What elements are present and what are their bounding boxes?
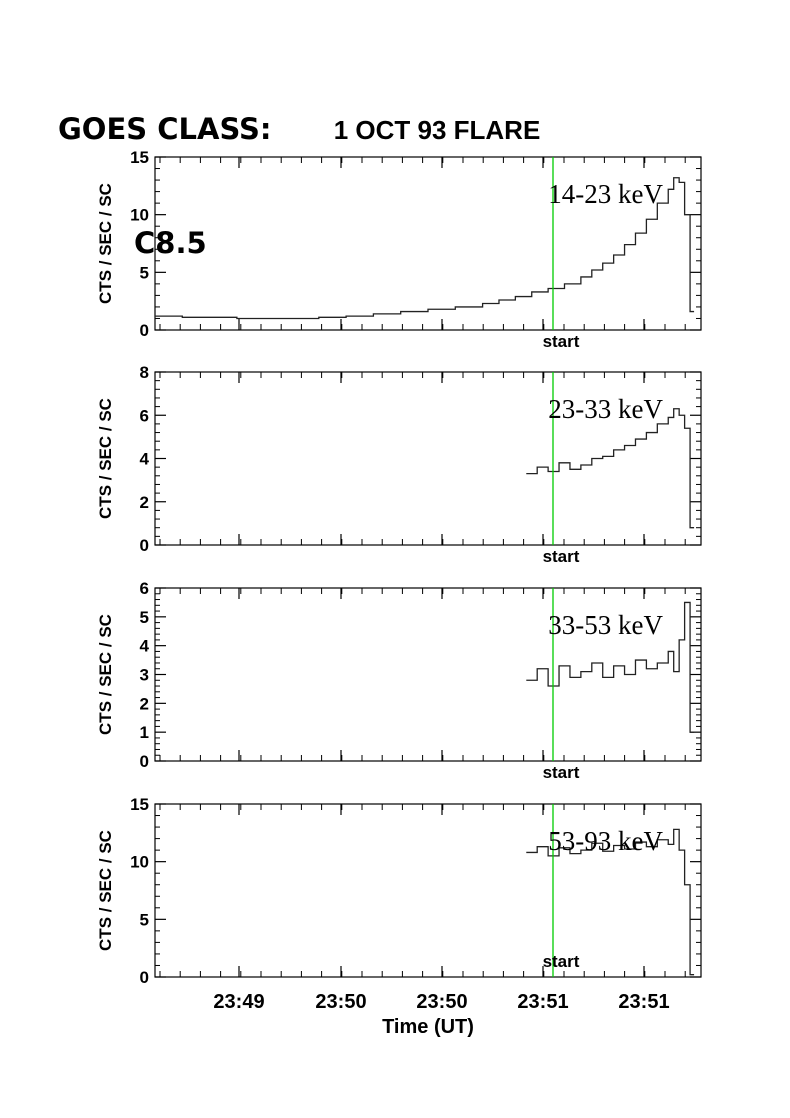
energy-band-label: 53-93 keV — [548, 826, 663, 856]
goes-class-value: C8.5 — [134, 226, 207, 260]
plot-frame-4 — [154, 803, 702, 978]
start-marker-label: start — [543, 952, 580, 971]
y-tick-label: 4 — [140, 450, 150, 469]
series-line-2 — [526, 408, 695, 529]
y-axis-label: CTS / SEC / SC — [96, 398, 115, 519]
start-marker-label: start — [543, 763, 580, 782]
y-tick-label: 6 — [140, 579, 149, 598]
series-line-1 — [155, 177, 695, 320]
y-tick-label: 8 — [140, 363, 149, 382]
start-marker-label: start — [543, 547, 580, 566]
x-tick-label: 23:51 — [517, 991, 568, 1013]
y-tick-label: 15 — [130, 795, 149, 814]
x-tick-label: 23:50 — [416, 991, 467, 1013]
y-tick-label: 10 — [130, 206, 149, 225]
series-line-4 — [526, 828, 695, 976]
y-axis-label: CTS / SEC / SC — [96, 830, 115, 951]
y-tick-label: 5 — [140, 608, 149, 627]
y-axis-label: CTS / SEC / SC — [96, 614, 115, 735]
y-axis-label: CTS / SEC / SC — [96, 183, 115, 304]
y-tick-label: 3 — [140, 666, 149, 685]
plot-frame-1 — [154, 156, 702, 331]
y-tick-label: 4 — [140, 637, 150, 656]
energy-band-label: 33-53 keV — [548, 610, 663, 640]
goes-class-heading: GOES CLASS: — [58, 112, 272, 146]
series-line-3 — [526, 601, 695, 733]
goes-class-label: GOES CLASS: C8.5 — [58, 34, 272, 300]
x-tick-label: 23:51 — [618, 991, 669, 1013]
x-tick-label: 23:50 — [315, 991, 366, 1013]
y-tick-label: 5 — [140, 263, 149, 282]
y-tick-label: 10 — [130, 853, 149, 872]
start-marker-label: start — [543, 332, 580, 351]
chart-title: 1 OCT 93 FLARE — [334, 115, 541, 145]
y-tick-label: 1 — [140, 723, 149, 742]
energy-band-label: 23-33 keV — [548, 394, 663, 424]
y-tick-label: 15 — [130, 148, 149, 167]
y-tick-label: 0 — [140, 968, 149, 987]
y-tick-label: 2 — [140, 493, 149, 512]
y-tick-label: 2 — [140, 694, 149, 713]
x-axis-label: Time (UT) — [382, 1016, 474, 1038]
y-tick-label: 0 — [140, 536, 149, 555]
y-tick-label: 0 — [140, 752, 149, 771]
y-tick-label: 0 — [140, 321, 149, 340]
energy-band-label: 14-23 keV — [548, 179, 663, 209]
x-tick-label: 23:49 — [213, 991, 264, 1013]
y-tick-label: 5 — [140, 910, 149, 929]
y-tick-label: 6 — [140, 406, 149, 425]
